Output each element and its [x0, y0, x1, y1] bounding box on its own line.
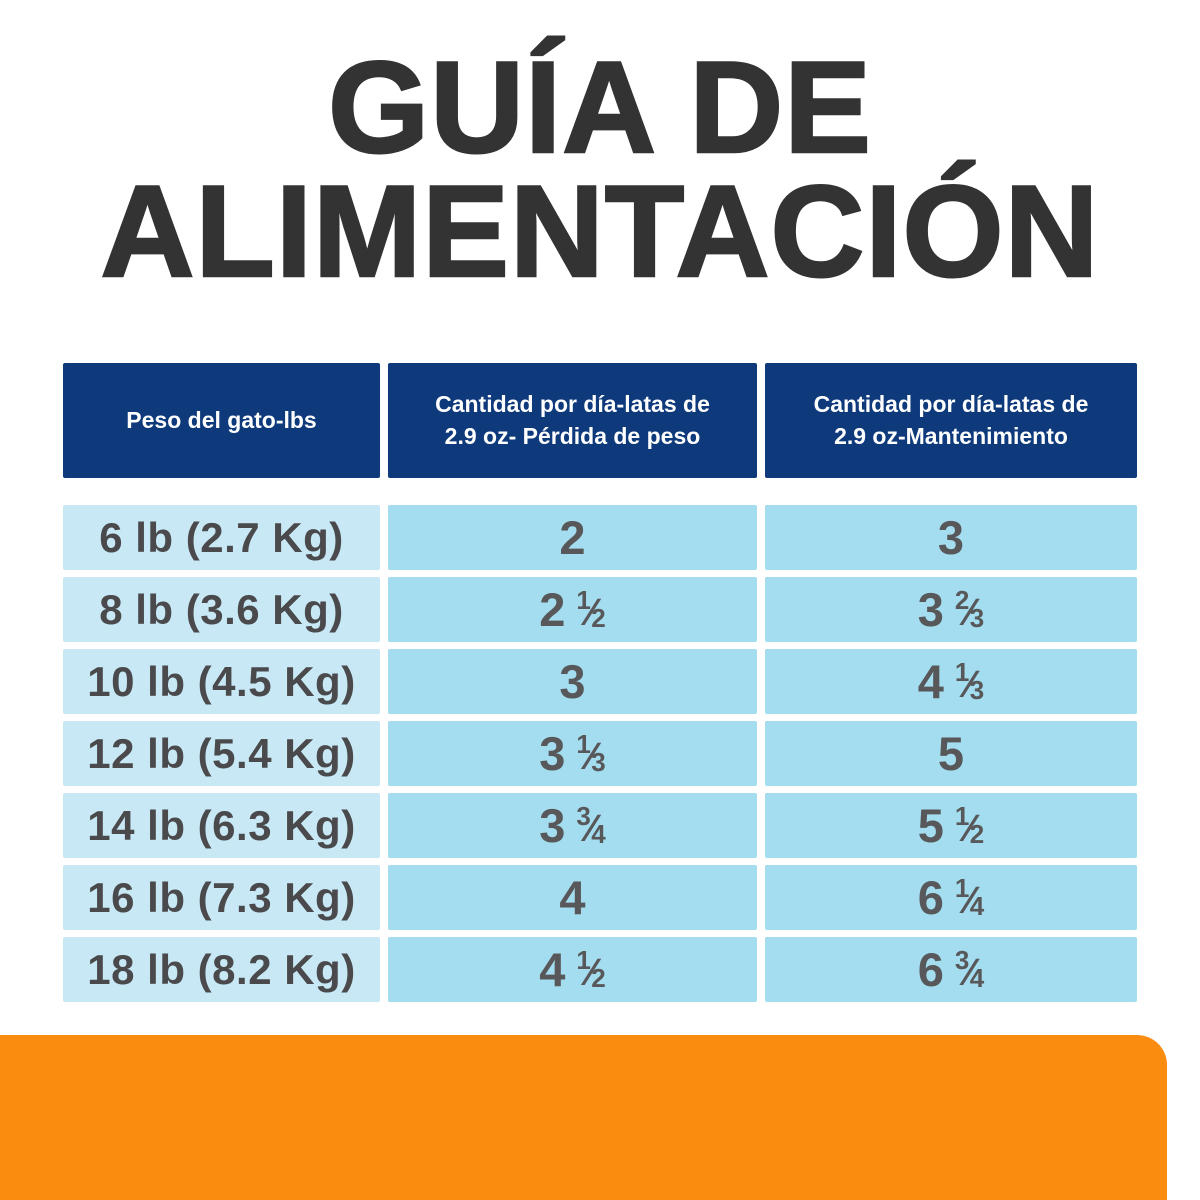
maintenance-cell: 4 1⁄3: [765, 649, 1137, 714]
weight-cell: 12 lb (5.4 Kg): [63, 721, 380, 786]
amount-whole: 5: [917, 799, 944, 852]
weight-label: 6 lb (2.7 Kg): [99, 513, 344, 561]
header-maintenance-line-1: Cantidad por día-latas de: [813, 390, 1089, 417]
loss-cell: 2: [388, 505, 757, 570]
fraction-numerator: 1: [954, 872, 970, 903]
fraction-denominator: 4: [969, 890, 985, 921]
maintenance-cell: 5: [765, 721, 1137, 786]
fraction-numerator: 1: [954, 800, 970, 831]
weight-label: 16 lb (7.3 Kg): [87, 873, 356, 921]
maintenance-cell: 3: [765, 505, 1137, 570]
weight-label: 10 lb (4.5 Kg): [87, 657, 356, 705]
amount-whole: 3: [917, 583, 944, 636]
amount-whole: 4: [917, 655, 944, 708]
fraction-denominator: 2: [591, 602, 606, 633]
fraction-numerator: 3: [576, 800, 591, 831]
amount-fraction: 3⁄4: [576, 801, 605, 851]
amount-whole: 2: [539, 583, 566, 636]
amount-fraction: 3⁄4: [955, 945, 984, 995]
feeding-table-body: 6 lb (2.7 Kg) 2 3 8 lb (3.6 Kg) 2 1⁄2 3 2⁄3 10 l…: [63, 505, 1137, 1002]
weight-cell: 16 lb (7.3 Kg): [63, 865, 380, 930]
amount-fraction: 1⁄2: [955, 801, 984, 851]
amount-whole: 6: [917, 943, 944, 996]
maintenance-cell: 3 2⁄3: [765, 577, 1137, 642]
header-maintenance-line-2: 2.9 oz-Mantenimiento: [834, 422, 1068, 449]
header-maintenance-amount: Cantidad por día-latas de 2.9 oz-Manteni…: [765, 363, 1137, 478]
maintenance-cell: 6 3⁄4: [765, 937, 1137, 1002]
bottom-accent-bar: [0, 1035, 1167, 1200]
fraction-numerator: 3: [954, 944, 970, 975]
fraction-denominator: 4: [969, 962, 985, 993]
header-cat-weight: Peso del gato-lbs: [63, 363, 380, 478]
amount-fraction: 1⁄2: [576, 585, 605, 635]
fraction-numerator: 1: [576, 584, 591, 615]
weight-cell: 14 lb (6.3 Kg): [63, 793, 380, 858]
fraction-slash: ⁄: [587, 735, 595, 778]
fraction-slash: ⁄: [587, 951, 595, 994]
fraction-denominator: 2: [969, 818, 985, 849]
fraction-slash: ⁄: [966, 879, 973, 922]
page-title: GUÍA DE ALIMENTACIÓN: [0, 34, 1200, 304]
fraction-denominator: 3: [969, 602, 985, 633]
fraction-denominator: 2: [591, 962, 606, 993]
weight-cell: 6 lb (2.7 Kg): [63, 505, 380, 570]
amount-whole: 2: [559, 511, 586, 564]
weight-label: 14 lb (6.3 Kg): [87, 801, 356, 849]
fraction-numerator: 2: [954, 584, 970, 615]
loss-cell: 3 3⁄4: [388, 793, 757, 858]
amount-whole: 3: [559, 655, 586, 708]
title-line-1: GUÍA DE: [327, 34, 872, 180]
header-weight-loss-line-2: 2.9 oz- Pérdida de peso: [444, 422, 701, 449]
weight-label: 12 lb (5.4 Kg): [87, 729, 356, 777]
amount-whole: 6: [917, 871, 944, 924]
title-line-2: ALIMENTACIÓN: [99, 157, 1100, 304]
fraction-numerator: 1: [954, 656, 970, 687]
amount-fraction: 1⁄3: [955, 657, 984, 707]
amount-whole: 3: [937, 511, 965, 564]
maintenance-cell: 6 1⁄4: [765, 865, 1137, 930]
fraction-slash: ⁄: [966, 663, 973, 706]
loss-cell: 2 1⁄2: [388, 577, 757, 642]
fraction-slash: ⁄: [587, 807, 595, 850]
amount-fraction: 1⁄3: [576, 729, 605, 779]
loss-cell: 4 1⁄2: [388, 937, 757, 1002]
maintenance-cell: 5 1⁄2: [765, 793, 1137, 858]
amount-whole: 4: [559, 871, 586, 924]
fraction-slash: ⁄: [966, 807, 973, 850]
feeding-table-header: Peso del gato-lbs Cantidad por día-latas…: [63, 363, 1137, 478]
fraction-numerator: 1: [576, 944, 591, 975]
header-weight-loss-amount: Cantidad por día-latas de 2.9 oz- Pérdid…: [388, 363, 757, 478]
fraction-slash: ⁄: [966, 951, 973, 994]
weight-cell: 10 lb (4.5 Kg): [63, 649, 380, 714]
fraction-numerator: 1: [576, 728, 591, 759]
amount-whole: 4: [539, 943, 566, 996]
amount-fraction: 1⁄2: [576, 945, 605, 995]
fraction-denominator: 3: [591, 746, 606, 777]
amount-whole: 5: [937, 727, 965, 780]
weight-label: 8 lb (3.6 Kg): [99, 585, 344, 633]
fraction-denominator: 4: [591, 818, 606, 849]
header-cat-weight-label: Peso del gato-lbs: [126, 406, 317, 433]
weight-cell: 18 lb (8.2 Kg): [63, 937, 380, 1002]
loss-cell: 3: [388, 649, 757, 714]
fraction-slash: ⁄: [587, 591, 595, 634]
loss-cell: 3 1⁄3: [388, 721, 757, 786]
fraction-denominator: 3: [969, 674, 985, 705]
amount-whole: 3: [539, 727, 566, 780]
weight-cell: 8 lb (3.6 Kg): [63, 577, 380, 642]
amount-fraction: 1⁄4: [955, 873, 984, 923]
loss-cell: 4: [388, 865, 757, 930]
weight-label: 18 lb (8.2 Kg): [87, 945, 356, 993]
amount-fraction: 2⁄3: [955, 585, 984, 635]
amount-whole: 3: [539, 799, 566, 852]
header-weight-loss-line-1: Cantidad por día-latas de: [435, 390, 710, 417]
fraction-slash: ⁄: [966, 591, 973, 634]
